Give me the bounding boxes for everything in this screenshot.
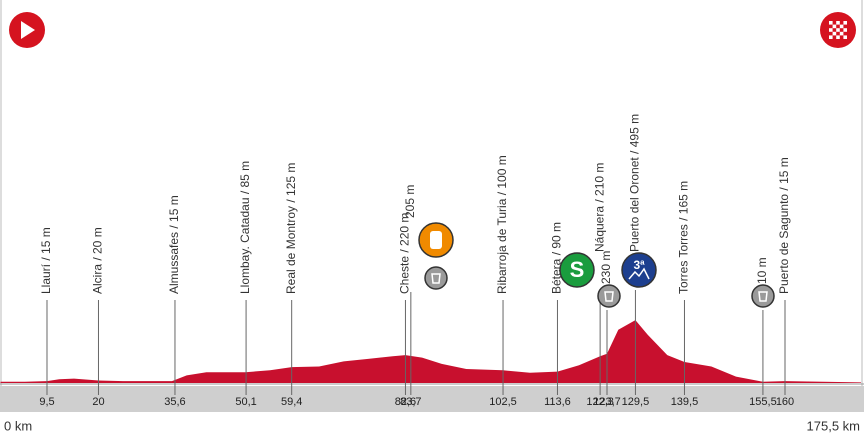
checker-cell bbox=[839, 31, 844, 36]
badge-label: 3ª bbox=[633, 258, 645, 272]
km-strip bbox=[0, 386, 864, 412]
km-label: 113,6 bbox=[544, 396, 571, 408]
start-label: 0 km bbox=[4, 418, 32, 433]
waypoint-label: Real de Montroy / 125 m bbox=[284, 163, 298, 294]
bin-symbol bbox=[431, 273, 441, 284]
checker-cell bbox=[832, 24, 837, 29]
km-label: 83,7 bbox=[400, 396, 421, 408]
km-label: 9,5 bbox=[39, 396, 54, 408]
blue-icon bbox=[621, 252, 657, 288]
checker-cell bbox=[843, 35, 847, 39]
km-label: 59,4 bbox=[281, 396, 302, 408]
gray-icon bbox=[751, 284, 775, 308]
gray-icon bbox=[597, 284, 621, 308]
bin-symbol bbox=[604, 291, 614, 302]
checker-cell bbox=[836, 35, 840, 39]
waypoint-label: Alcira / 20 m bbox=[91, 227, 105, 294]
gray-icon bbox=[424, 266, 448, 290]
km-label: 123,7 bbox=[593, 396, 621, 408]
km-label: 50,1 bbox=[235, 396, 256, 408]
mountain-symbol bbox=[628, 267, 650, 280]
waypoint-label: Almussafes / 15 m bbox=[167, 195, 181, 294]
end-label: 175,5 km bbox=[807, 418, 860, 433]
finish-checker bbox=[829, 21, 847, 39]
km-label: 129,5 bbox=[622, 396, 650, 408]
waypoint-label: Puerto de Sagunto / 15 m bbox=[777, 157, 791, 294]
waypoint-label: Llaurí / 15 m bbox=[39, 227, 53, 294]
start-arrow bbox=[21, 21, 35, 39]
km-label: 82,6 bbox=[395, 396, 416, 408]
checker-cell bbox=[843, 28, 847, 32]
km-label: 102,5 bbox=[489, 396, 517, 408]
waypoint-label: 230 m bbox=[599, 251, 613, 284]
waypoint-label: Ribarroja de Turia / 100 m bbox=[495, 155, 509, 294]
feed-bottle bbox=[430, 231, 442, 249]
waypoint-label: Bétera / 90 m bbox=[550, 222, 564, 294]
waypoint-label: Torres Torres / 165 m bbox=[677, 181, 691, 294]
waypoint-label: Náquera / 210 m bbox=[592, 163, 606, 252]
km-label: 122,3 bbox=[586, 396, 614, 408]
green-icon bbox=[559, 252, 595, 288]
km-label: 160 bbox=[776, 396, 794, 408]
checker-cell bbox=[836, 28, 840, 32]
checker-cell bbox=[839, 24, 844, 29]
checker-cell bbox=[836, 21, 840, 25]
km-label: 20 bbox=[92, 396, 104, 408]
waypoint-label: 205 m bbox=[403, 185, 417, 218]
checker-cell bbox=[829, 28, 833, 32]
waypoint-label: Llombay. Catadau / 85 m bbox=[238, 161, 252, 294]
checker-cell bbox=[829, 21, 833, 25]
km-label: 35,6 bbox=[164, 396, 185, 408]
checker-cell bbox=[843, 21, 847, 25]
checker-cell bbox=[829, 35, 833, 39]
checker-cell bbox=[832, 31, 837, 36]
waypoint-label: Cheste / 220 m bbox=[398, 213, 412, 294]
badge-label: S bbox=[570, 257, 585, 282]
bin-symbol bbox=[758, 291, 768, 302]
waypoint-label: Puerto del Oronet / 495 m bbox=[628, 114, 642, 252]
waypoint-label: 10 m bbox=[755, 257, 769, 284]
km-label: 155,5 bbox=[749, 396, 777, 408]
elevation-profile bbox=[0, 320, 861, 383]
km-label: 139,5 bbox=[671, 396, 699, 408]
